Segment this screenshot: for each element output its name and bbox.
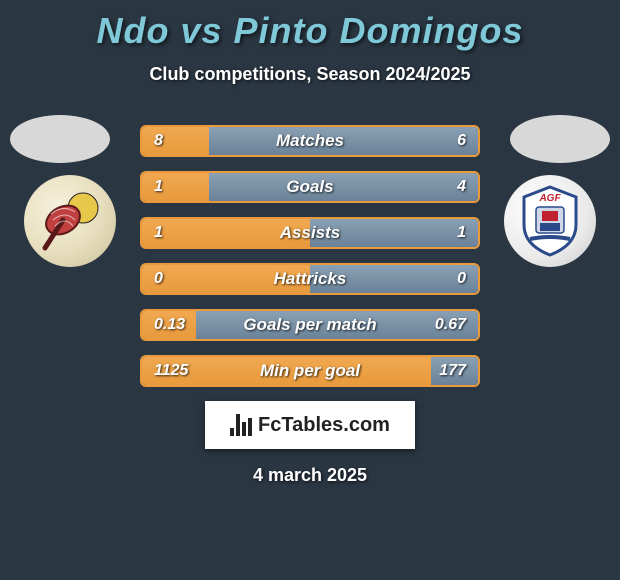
stat-value-left: 8: [154, 132, 163, 150]
stat-value-left: 1: [154, 178, 163, 196]
stat-value-left: 0: [154, 270, 163, 288]
stat-value-left: 1125: [154, 362, 188, 380]
stats-list: 8 6 Matches 1 4 Goals 1 1 Assists 0 0 Hattricks 0.13…: [140, 125, 480, 387]
team-left-badge: [24, 175, 116, 267]
logo-text: FcTables.com: [258, 414, 390, 437]
stat-bar-left: [142, 173, 209, 201]
fctables-logo: FcTables.com: [205, 401, 415, 449]
agf-shield-icon: AGF AARHUS: [518, 185, 582, 257]
stat-label: Goals per match: [243, 315, 376, 335]
stat-label: Min per goal: [260, 361, 360, 381]
stat-value-right: 1: [457, 224, 466, 242]
stat-row: 0 0 Hattricks: [140, 263, 480, 295]
team-right-badge: AGF AARHUS: [504, 175, 596, 267]
stat-label: Assists: [280, 223, 340, 243]
stat-value-right: 177: [439, 362, 466, 380]
stat-row: 8 6 Matches: [140, 125, 480, 157]
stat-row: 1125 177 Min per goal: [140, 355, 480, 387]
stat-value-left: 1: [154, 224, 163, 242]
racket-ball-icon: [35, 186, 105, 256]
stat-row: 1 4 Goals: [140, 171, 480, 203]
stat-row: 0.13 0.67 Goals per match: [140, 309, 480, 341]
stat-value-right: 0: [457, 270, 466, 288]
svg-text:AGF: AGF: [538, 193, 561, 204]
stat-value-right: 6: [457, 132, 466, 150]
comparison-card: Ndo vs Pinto Domingos Club competitions,…: [0, 0, 620, 486]
card-title: Ndo vs Pinto Domingos: [0, 10, 620, 52]
card-subtitle: Club competitions, Season 2024/2025: [0, 64, 620, 85]
stat-bar-right: [209, 173, 478, 201]
card-date: 4 march 2025: [0, 465, 620, 486]
stat-row: 1 1 Assists: [140, 217, 480, 249]
stat-bar-left: [142, 127, 209, 155]
stat-label: Hattricks: [274, 269, 347, 289]
player-left-avatar: [10, 115, 110, 163]
stat-value-left: 0.13: [154, 316, 185, 334]
stat-value-right: 4: [457, 178, 466, 196]
stat-value-right: 0.67: [435, 316, 466, 334]
stat-label: Goals: [286, 177, 333, 197]
svg-text:AARHUS: AARHUS: [535, 240, 565, 247]
stat-label: Matches: [276, 131, 344, 151]
player-right-avatar: [510, 115, 610, 163]
logo-bars-icon: [230, 414, 252, 436]
